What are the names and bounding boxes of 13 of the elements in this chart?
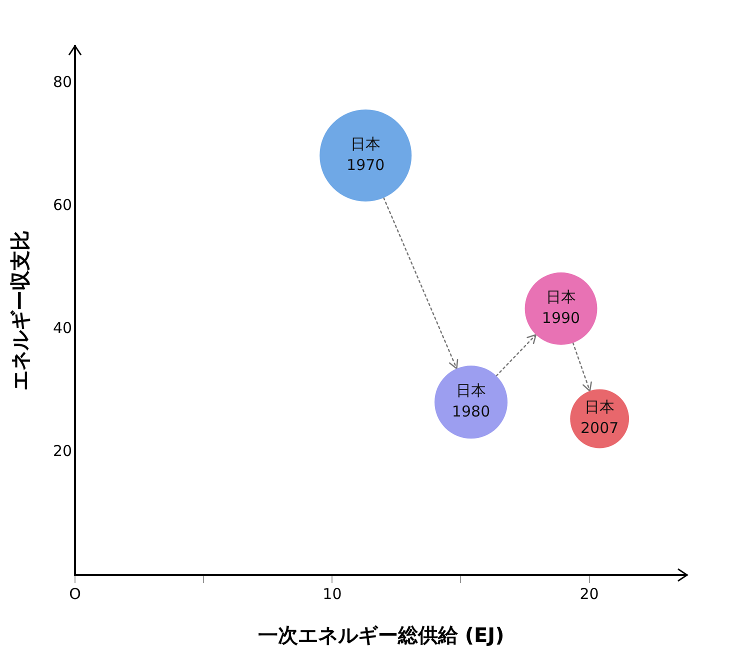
y-axis-title: エネルギー収支比 xyxy=(8,230,32,390)
annotation: 日本 1970 xyxy=(346,134,385,174)
y-tick-label: 60 xyxy=(52,196,72,214)
x-tick-label: 20 xyxy=(580,584,599,603)
y-tick-label: 40 xyxy=(52,318,72,337)
annotation: 日本 1990 xyxy=(542,288,580,328)
x-axis-title: 一次エネルギー総供給 (EJ) xyxy=(258,623,504,648)
x-tick-label: 10 xyxy=(322,584,342,603)
x-tick-label: O xyxy=(69,584,81,603)
annotation: 日本 2007 xyxy=(580,398,619,438)
annotation: 日本 1980 xyxy=(452,382,490,421)
y-tick-label: 20 xyxy=(52,442,72,460)
y-tick-label: 80 xyxy=(52,72,72,91)
